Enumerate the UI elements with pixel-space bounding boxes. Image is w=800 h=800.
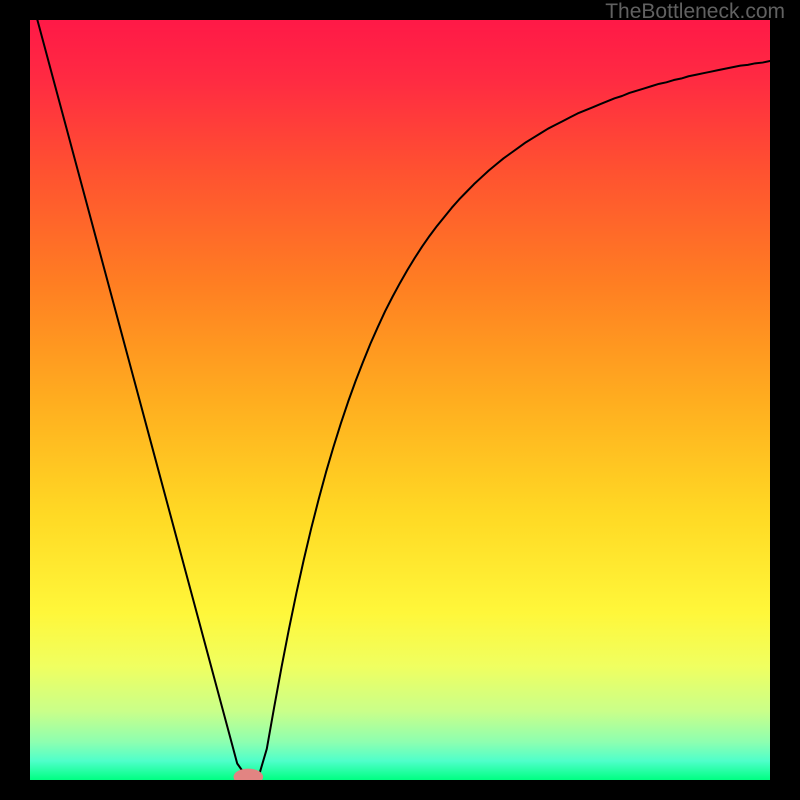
watermark-label: TheBottleneck.com — [605, 0, 785, 24]
bottleneck-chart — [30, 20, 770, 780]
gradient-background — [30, 20, 770, 780]
chart-stage: TheBottleneck.com — [0, 0, 800, 800]
